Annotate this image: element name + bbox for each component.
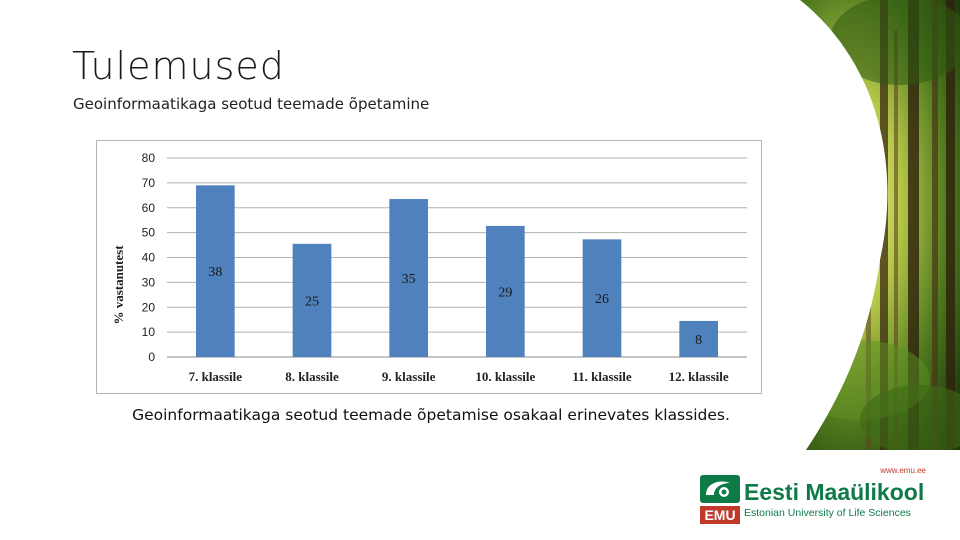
y-tick-label: 80 [142,151,156,165]
x-tick-label: 11. klassile [572,369,631,384]
x-tick-label: 8. klassile [285,369,339,384]
slide-title: Tulemused [72,44,285,88]
y-tick-label: 20 [142,300,156,314]
x-tick-label: 7. klassile [189,369,243,384]
y-tick-label: 60 [142,201,156,215]
bar-chart: 0 10 20 30 40 50 60 70 80 38 7. klassile 25 8. klass… [96,140,762,394]
bar-data-label: 25 [305,294,319,309]
y-tick-label: 70 [142,176,156,190]
y-tick-label: 30 [142,275,156,289]
university-logo: www.emu.ee EMU Eesti Maaülikool Estonian… [700,466,930,524]
x-tick-label: 10. klassile [475,369,535,384]
bar [389,199,428,357]
bar-data-label: 8 [695,333,702,348]
chart-caption: Geoinformaatikaga seotud teemade õpetami… [132,406,730,424]
emu-logo-icon: EMU [700,475,740,524]
forest-background-image [760,0,960,450]
y-tick-label: 0 [148,350,155,364]
bar-data-label: 26 [595,292,609,307]
logo-tagline: Estonian University of Life Sciences [744,507,911,519]
bar [486,225,525,357]
x-tick-label: 9. klassile [382,369,436,384]
y-tick-label: 10 [142,325,156,339]
y-tick-label: 50 [142,226,156,240]
bar-data-label: 29 [498,285,512,300]
y-tick-label: 40 [142,251,156,265]
logo-url: www.emu.ee [880,466,926,475]
bar-data-label: 38 [208,265,222,280]
bar [292,243,332,357]
y-axis-label: % vastanutest [111,245,126,325]
slide-subtitle: Geoinformaatikaga seotud teemade õpetami… [73,95,430,113]
bar [582,239,622,357]
bar-data-label: 35 [402,272,416,287]
logo-name: Eesti Maaülikool [744,479,925,505]
logo-mark-text: EMU [704,507,735,523]
bar-chart-svg: 0 10 20 30 40 50 60 70 80 38 7. klassile 25 8. klass… [111,151,747,384]
x-tick-label: 12. klassile [669,369,729,384]
bar [196,185,235,357]
bar [679,320,718,357]
